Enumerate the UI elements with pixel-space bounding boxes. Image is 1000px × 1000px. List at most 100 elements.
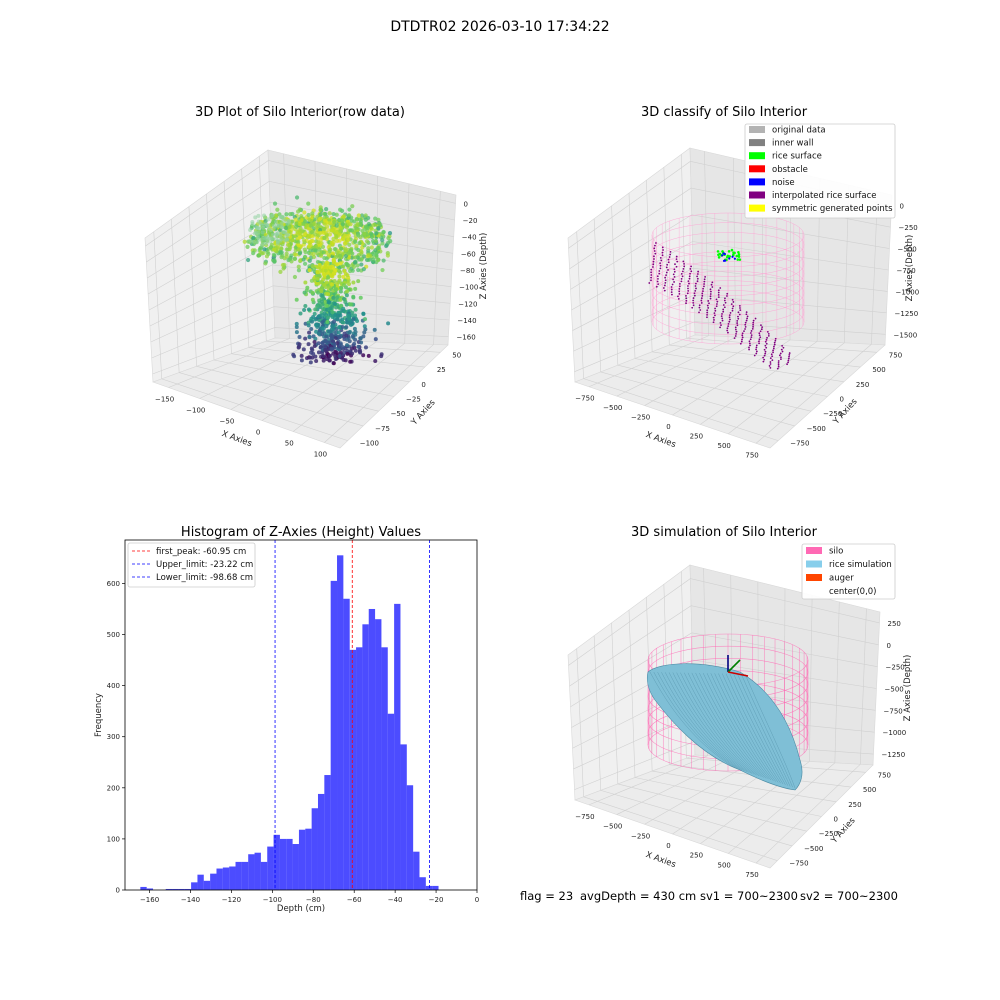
- floor-gridline-y: [196, 365, 379, 412]
- interpolated-point: [723, 306, 726, 309]
- scatter-point: [302, 210, 307, 215]
- scatter-point: [321, 271, 326, 276]
- rice-surface-meshline: [687, 672, 760, 777]
- scatter-point: [338, 261, 343, 266]
- interpolated-point: [787, 357, 790, 360]
- scatter-point: [381, 230, 386, 235]
- interpolated-point: [736, 320, 739, 322]
- interpolated-point: [755, 350, 758, 353]
- scatter-point: [353, 307, 358, 312]
- scatter-point: [334, 262, 339, 267]
- scatter-point: [323, 230, 328, 235]
- scatter-point: [256, 253, 261, 258]
- simulation-plot-title: 3D simulation of Silo Interior: [631, 525, 818, 540]
- interpolated-point: [777, 365, 780, 368]
- interpolated-point: [687, 290, 690, 292]
- z-tick-label: 0: [887, 642, 891, 650]
- simulation-legend-box: [801, 543, 896, 600]
- interpolated-point: [703, 283, 706, 285]
- interpolated-point: [692, 301, 695, 304]
- scatter-point: [352, 341, 357, 346]
- interpolated-point: [653, 250, 656, 252]
- interpolated-point: [709, 290, 712, 293]
- scatter-point: [284, 251, 289, 256]
- interpolated-point: [739, 309, 742, 312]
- scatter-point: [308, 223, 314, 228]
- interpolated-point: [759, 336, 762, 339]
- scatter-point: [352, 326, 357, 331]
- y-tick-label: 25: [437, 366, 446, 374]
- y-tick-label: −50: [391, 410, 406, 418]
- interpolated-point: [712, 321, 715, 324]
- interpolated-point: [741, 334, 744, 337]
- interpolated-point: [773, 341, 776, 344]
- scatter-point: [365, 254, 370, 259]
- interpolated-point: [696, 280, 699, 283]
- rice-surface-point: [735, 254, 739, 258]
- scatter-point: [335, 238, 340, 244]
- noise-point: [722, 252, 725, 255]
- z-tick-label: −1250: [882, 751, 906, 759]
- z-gridline: [149, 264, 452, 327]
- scatter-point: [251, 239, 256, 244]
- scatter-point: [263, 236, 268, 241]
- z-gridline: [571, 241, 889, 311]
- z-tick-label: −120: [458, 300, 477, 308]
- scatter-point: [301, 347, 306, 352]
- scatter-point: [338, 310, 343, 315]
- interpolated-point: [690, 265, 693, 268]
- scatter-point: [319, 289, 324, 294]
- interpolated-point: [701, 292, 704, 295]
- scatter-point: [338, 342, 343, 347]
- interpolated-point: [728, 314, 731, 317]
- rice-surface-point: [738, 258, 742, 261]
- scatter-point: [302, 238, 307, 243]
- scatter-point: [341, 274, 346, 279]
- scatter-point: [262, 213, 267, 218]
- interpolated-point: [780, 358, 782, 361]
- rice-surface-meshline: [665, 672, 745, 772]
- interpolated-point: [752, 321, 755, 324]
- scatter-point: [353, 348, 358, 353]
- rice-surface-meshline: [680, 672, 755, 775]
- scatter-point: [308, 243, 313, 248]
- interpolated-point: [699, 309, 702, 311]
- interpolated-point: [777, 363, 780, 366]
- scatter-point: [312, 339, 317, 344]
- interpolated-point: [667, 261, 670, 264]
- scatter-point: [282, 230, 287, 235]
- scatter-point: [345, 337, 350, 342]
- scatter-point: [306, 212, 311, 218]
- interpolated-point: [780, 356, 782, 359]
- scatter-point: [296, 247, 302, 252]
- legend-label: rice simulation: [829, 560, 892, 570]
- scatter-point: [328, 306, 333, 311]
- scatter-point: [319, 299, 324, 304]
- rice-surface-meshline: [744, 673, 796, 789]
- scatter-point: [308, 360, 313, 365]
- interpolated-point: [675, 255, 678, 258]
- scatter-point: [302, 261, 308, 266]
- scatter-point: [283, 226, 289, 231]
- interpolated-point: [702, 290, 704, 292]
- scatter-point: [307, 268, 312, 273]
- scatter-point: [326, 253, 332, 258]
- scatter-point: [328, 329, 333, 334]
- histogram-bar: [330, 580, 338, 890]
- interpolated-point: [656, 275, 659, 278]
- x-tick-label: −20: [429, 896, 444, 904]
- interpolated-point: [771, 355, 774, 358]
- scatter-point: [321, 307, 326, 312]
- scatter-point: [309, 346, 314, 351]
- histogram-bar: [425, 885, 433, 890]
- interpolated-point: [755, 348, 757, 351]
- interpolated-point: [673, 268, 676, 271]
- x-tick-label: 50: [285, 440, 294, 448]
- histogram-bar: [317, 793, 325, 890]
- scatter-point: [316, 314, 321, 319]
- legend-swatch: [806, 560, 822, 568]
- interpolated-point: [653, 247, 656, 250]
- scatter-point: [353, 239, 358, 244]
- interpolated-point: [678, 292, 681, 295]
- interpolated-point: [685, 294, 687, 297]
